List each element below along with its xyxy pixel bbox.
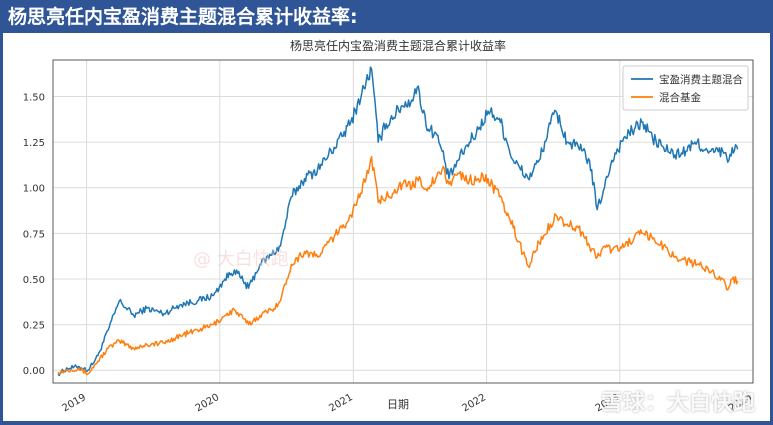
- y-tick-label: 0.00: [23, 366, 45, 377]
- y-tick-label: 1.00: [23, 184, 45, 195]
- y-tick-label: 0.50: [23, 275, 45, 286]
- y-tick-label: 1.50: [23, 92, 45, 103]
- chart-panel: 0.00 0.25 0.50 0.75 1.00 1.25 1.50 2019 2020 2021…: [3, 33, 770, 421]
- x-axis-label: 日期: [387, 398, 409, 411]
- series-line-1: [57, 66, 739, 377]
- x-tick-label: 2021: [327, 392, 355, 414]
- legend-label: 混合基金: [659, 91, 701, 104]
- axis-ticks: 0.00 0.25 0.50 0.75 1.00 1.25 1.50 2019 2020 2021…: [23, 92, 755, 414]
- legend-box: [622, 65, 749, 111]
- page-title: 杨思亮任内宝盈消费主题混合累计收益率:: [8, 6, 358, 28]
- y-tick-label: 0.25: [23, 321, 45, 332]
- watermark-center: @ 大白快跑: [193, 249, 289, 270]
- plot-frame: [52, 59, 754, 384]
- watermark-corner: 雪球：大白快跑: [600, 391, 755, 416]
- legend-label: 宝盈消费主题混合: [659, 73, 743, 86]
- return-line-chart: 0.00 0.25 0.50 0.75 1.00 1.25 1.50 2019 2020 2021…: [23, 38, 755, 414]
- x-tick-label: 2020: [194, 392, 222, 414]
- x-tick-label: 2019: [61, 392, 89, 414]
- x-tick-label: 2022: [461, 392, 489, 414]
- chart-title: 杨思亮任内宝盈消费主题混合累计收益率: [290, 38, 506, 53]
- y-tick-label: 0.75: [23, 229, 45, 240]
- series-line-2: [57, 155, 739, 376]
- y-tick-label: 1.25: [23, 138, 45, 149]
- series-lines: [57, 66, 739, 377]
